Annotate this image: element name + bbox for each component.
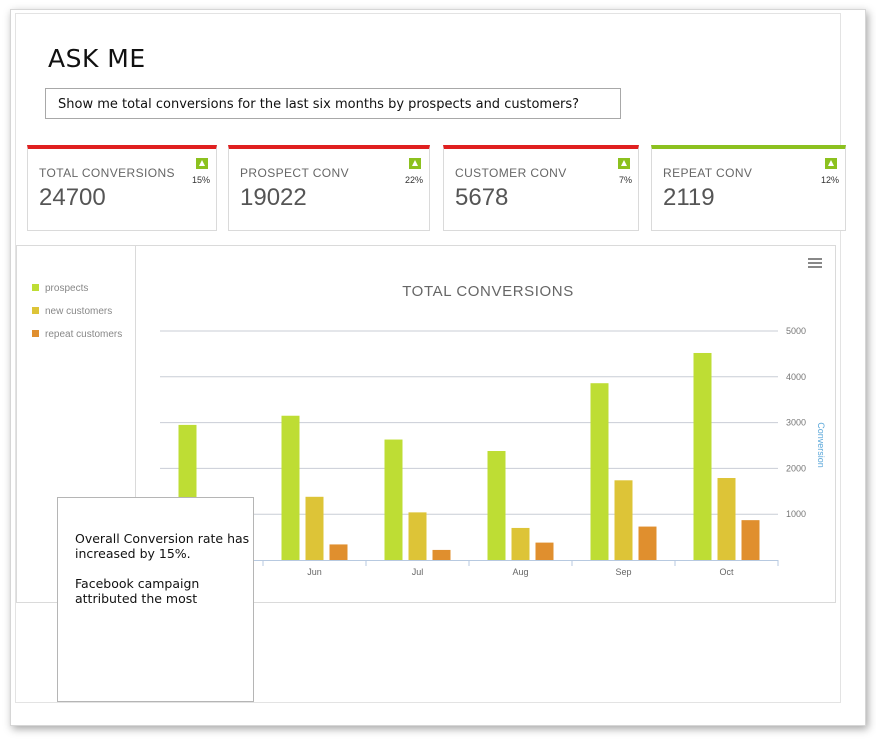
card-label: TOTAL CONVERSIONS: [39, 166, 175, 180]
card-label: REPEAT CONV: [663, 166, 753, 180]
bar-repeat-customers-oct[interactable]: [741, 520, 760, 560]
legend-item-repeat-customers[interactable]: repeat customers: [32, 329, 122, 340]
bar-repeat-customers-jul[interactable]: [432, 549, 451, 560]
bar-prospects-sep[interactable]: [590, 383, 609, 560]
bar-new-customers-oct[interactable]: [717, 478, 736, 560]
bar-repeat-customers-sep[interactable]: [638, 526, 657, 560]
y-tick-label: 4000: [786, 372, 806, 382]
y-tick-label: 5000: [786, 326, 806, 336]
bar-repeat-customers-jun[interactable]: [329, 544, 348, 560]
bar-prospects-jun[interactable]: [281, 415, 300, 560]
up-arrow-icon: [409, 158, 421, 169]
card-customer-conv[interactable]: CUSTOMER CONV 5678 7%: [443, 145, 639, 231]
legend-swatch: [32, 329, 39, 337]
legend-item-new-customers[interactable]: new customers: [32, 306, 112, 317]
legend-item-prospects[interactable]: prospects: [32, 283, 88, 294]
card-change: 12%: [820, 175, 839, 185]
card-repeat-conv[interactable]: REPEAT CONV 2119 12%: [651, 145, 846, 231]
chart-menu-icon[interactable]: [808, 258, 822, 270]
x-tick-label: Jul: [412, 567, 424, 577]
card-change: 15%: [191, 175, 210, 185]
insight-line: Overall Conversion rate has increased by…: [75, 531, 250, 561]
ask-input[interactable]: Show me total conversions for the last s…: [45, 88, 621, 119]
legend-label: new customers: [45, 306, 113, 317]
card-change: 7%: [618, 175, 632, 185]
x-tick-label: Oct: [719, 567, 734, 577]
card-value: 24700: [39, 184, 106, 211]
insight-note: Overall Conversion rate has increased by…: [57, 497, 254, 702]
insight-line: Facebook campaign attributed the most: [75, 576, 200, 606]
bar-new-customers-jun[interactable]: [305, 496, 324, 560]
bar-new-customers-aug[interactable]: [511, 527, 530, 560]
legend-label: prospects: [45, 283, 89, 294]
bar-repeat-customers-aug[interactable]: [535, 542, 554, 560]
bar-prospects-jul[interactable]: [384, 439, 403, 560]
card-total-conversions[interactable]: TOTAL CONVERSIONS 24700 15%: [27, 145, 217, 231]
x-tick-label: Sep: [615, 567, 631, 577]
y-tick-label: 1000: [786, 509, 806, 519]
x-tick-label: Jun: [307, 567, 322, 577]
up-arrow-icon: [618, 158, 630, 169]
legend-label: repeat customers: [45, 329, 123, 340]
card-label: CUSTOMER CONV: [455, 166, 567, 180]
legend-swatch: [32, 306, 39, 314]
bar-new-customers-jul[interactable]: [408, 512, 427, 560]
chart-legend: prospects new customers repeat customers: [16, 245, 136, 515]
bar-prospects-oct[interactable]: [693, 352, 712, 560]
card-label: PROSPECT CONV: [240, 166, 349, 180]
card-change: 22%: [404, 175, 423, 185]
bar-new-customers-sep[interactable]: [614, 480, 633, 560]
card-prospect-conv[interactable]: PROSPECT CONV 19022 22%: [228, 145, 430, 231]
x-tick-label: Aug: [512, 567, 528, 577]
y-tick-label: 2000: [786, 463, 806, 473]
y-axis-label: Conversion: [816, 422, 826, 468]
page-title: ASK ME: [48, 44, 146, 73]
up-arrow-icon: [825, 158, 837, 169]
legend-swatch: [32, 283, 39, 291]
card-value: 19022: [240, 184, 307, 211]
card-value: 5678: [455, 184, 509, 211]
up-arrow-icon: [196, 158, 208, 169]
chart-title: TOTAL CONVERSIONS: [402, 283, 574, 300]
y-tick-label: 3000: [786, 418, 806, 428]
bar-prospects-aug[interactable]: [487, 450, 506, 560]
card-value: 2119: [663, 184, 715, 211]
